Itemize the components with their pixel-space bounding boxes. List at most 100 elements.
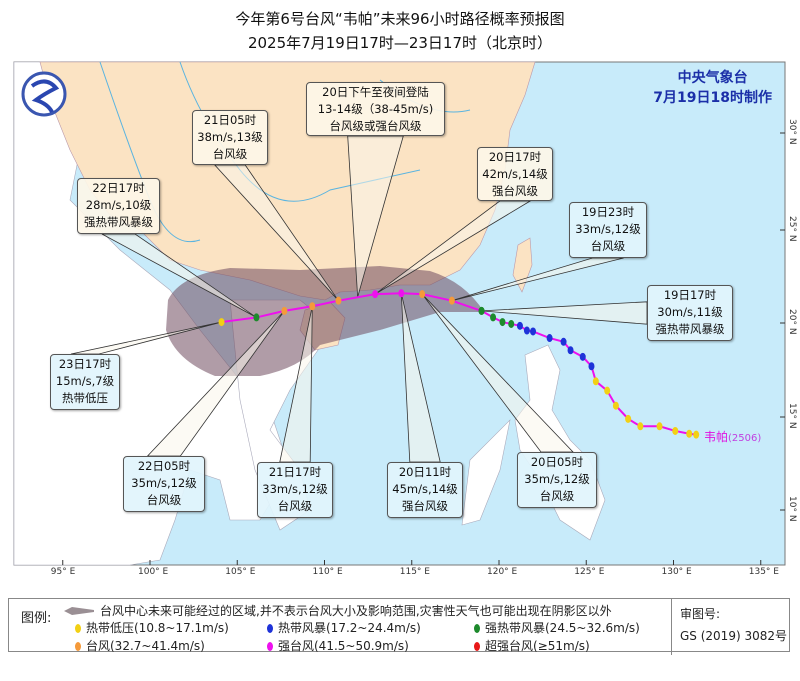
storm-name-label: 韦帕(2506) [704,428,761,445]
legend-item-supty: 超强台风(≥51m/s) [474,637,590,654]
issue-time: 7月19日18时制作 [653,90,772,106]
storm-code: (2506) [728,433,762,444]
legend-item-sts: 强热带风暴(24.5~32.6m/s) [474,619,640,636]
legend-cone: 台风中心未来可能经过的区域,并不表示台风大小及影响范围,灾害性天气也可能出现在阴… [64,602,612,619]
callout-level: 强台风级 [492,184,538,198]
forecast-callout: 19日17时 30m/s,11级 强热带风暴级 [647,285,733,341]
forecast-point [309,302,316,311]
callout-wind: 15m/s,7级 [55,374,115,388]
legend-label: 热带风暴(17.2~24.4m/s) [278,621,421,635]
typhoon-marker-icon [267,624,273,633]
lon-tick-label: 130° E [661,567,692,577]
past-track-point [490,313,497,322]
past-track-point [604,386,611,395]
callout-level: 台风级 [212,147,248,161]
landfall-callout: 20日下午至夜间登陆 13-14级（38-45m/s) 台风级或强台风级 [306,82,445,136]
review-value: GS (2019) 3082号 [680,629,787,643]
forecast-callout: 20日17时 42m/s,14级 强台风级 [477,147,553,201]
forecast-point [335,296,342,305]
past-track-point [588,362,595,371]
legend-label: 热带低压(10.8~17.1m/s) [86,621,229,635]
callout-time: 20日17时 [488,150,542,164]
review-label: 审图号: [680,607,721,621]
callout-time: 21日17时 [268,465,322,479]
callout-time: 19日17时 [663,288,717,302]
past-track-point [560,337,567,346]
forecast-callout: 20日11时 45m/s,14级 强台风级 [387,462,463,518]
callout-wind: 33m/s,12级 [262,482,328,496]
forecast-point [398,289,405,298]
cma-logo [21,71,67,117]
callout-wind: 42m/s,14级 [482,167,548,181]
cone-swatch-icon [64,605,94,615]
lat-tick-label: 30° N [787,119,797,145]
callout-time: 19日23时 [581,205,635,219]
past-track-point [508,319,515,328]
legend-item-ts: 热带风暴(17.2~24.4m/s) [267,619,421,636]
callout-leader [374,200,532,295]
callout-level: 台风级 [590,239,626,253]
forecast-point [419,290,426,299]
callout-level: 强台风级 [402,499,448,513]
lon-tick-label: 105° E [225,567,256,577]
legend-label: 超强台风(≥51m/s) [485,639,590,653]
past-track-point [592,377,599,386]
map-title: 今年第6号台风“韦帕”未来96小时路径概率预报图 [235,10,565,28]
callout-level: 强热带风暴级 [655,322,725,336]
callout-wind: 38m/s,13级 [197,130,263,144]
palawan-land [461,419,511,526]
callout-time: 23日17时 [58,357,112,371]
forecast-callout: 22日17时 28m/s,10级 强热带风暴级 [77,178,160,234]
past-track-point [523,326,530,335]
forecast-point [281,306,288,315]
callout-wind: 35m/s,12级 [131,476,197,490]
callout-time: 22日17时 [92,181,145,195]
agency-stamp: 中央气象台 7月19日18时制作 [653,68,772,108]
lat-tick-label: 10° N [787,496,797,522]
landfall-time: 20日下午至夜间登陆 [322,85,429,99]
forecast-callout: 21日17时 33m/s,12级 台风级 [257,462,333,518]
landfall-intensity: 13-14级（38-45m/s) [317,102,434,116]
lon-tick-label: 135° E [748,567,779,577]
callout-leader [451,257,624,302]
past-track-point [579,352,586,361]
legend-item-ty: 台风(32.7~41.4m/s) [75,637,205,654]
callout-time: 22日05时 [137,459,191,473]
legend-label: 强热带风暴(24.5~32.6m/s) [485,621,640,635]
forecast-callout: 21日05时 38m/s,13级 台风级 [192,110,268,165]
callout-time: 20日11时 [398,465,452,479]
typhoon-marker-icon [75,642,81,651]
lon-tick-label: 120° E [487,567,518,577]
callout-wind: 30m/s,11级 [657,305,723,319]
forecast-track-line [221,292,482,324]
lon-tick-label: 110° E [312,567,343,577]
callout-level: 台风级 [539,489,575,503]
callout-wind: 45m/s,14级 [392,482,458,496]
agency-name: 中央气象台 [677,70,748,86]
forecast-point [478,306,485,315]
legend: 图例: 台风中心未来可能经过的区域,并不表示台风大小及影响范围,灾害性天气也可能… [8,598,790,655]
legend-item-sty: 强台风(41.5~50.9m/s) [267,637,409,654]
legend-item-td: 热带低压(10.8~17.1m/s) [75,619,229,636]
forecast-point [448,296,455,305]
storm-name: 韦帕 [704,430,729,444]
callout-wind: 35m/s,12级 [524,472,590,486]
past-track-point [567,346,574,355]
past-track-point [612,401,619,410]
lat-tick-label: 15° N [787,403,797,429]
past-track-point [499,318,506,327]
forecast-point [372,290,379,299]
callout-level: 台风级 [277,499,313,513]
callout-level: 台风级 [146,493,182,507]
forecast-callout: 20日05时 35m/s,12级 台风级 [517,452,597,508]
legend-label: 强台风(41.5~50.9m/s) [278,639,409,653]
landfall-level: 台风级或强台风级 [329,119,422,133]
forecast-callout: 22日05时 35m/s,12级 台风级 [123,456,205,512]
lat-tick-label: 25° N [787,216,797,242]
callout-leader [213,164,339,301]
map-subtitle: 2025年7月19日17时—23日17时（北京时） [247,34,553,52]
callout-time: 21日05时 [203,113,257,127]
typhoon-marker-icon [474,624,480,633]
legend-heading: 图例: [21,611,52,626]
lat-tick-label: 20° N [787,309,797,335]
